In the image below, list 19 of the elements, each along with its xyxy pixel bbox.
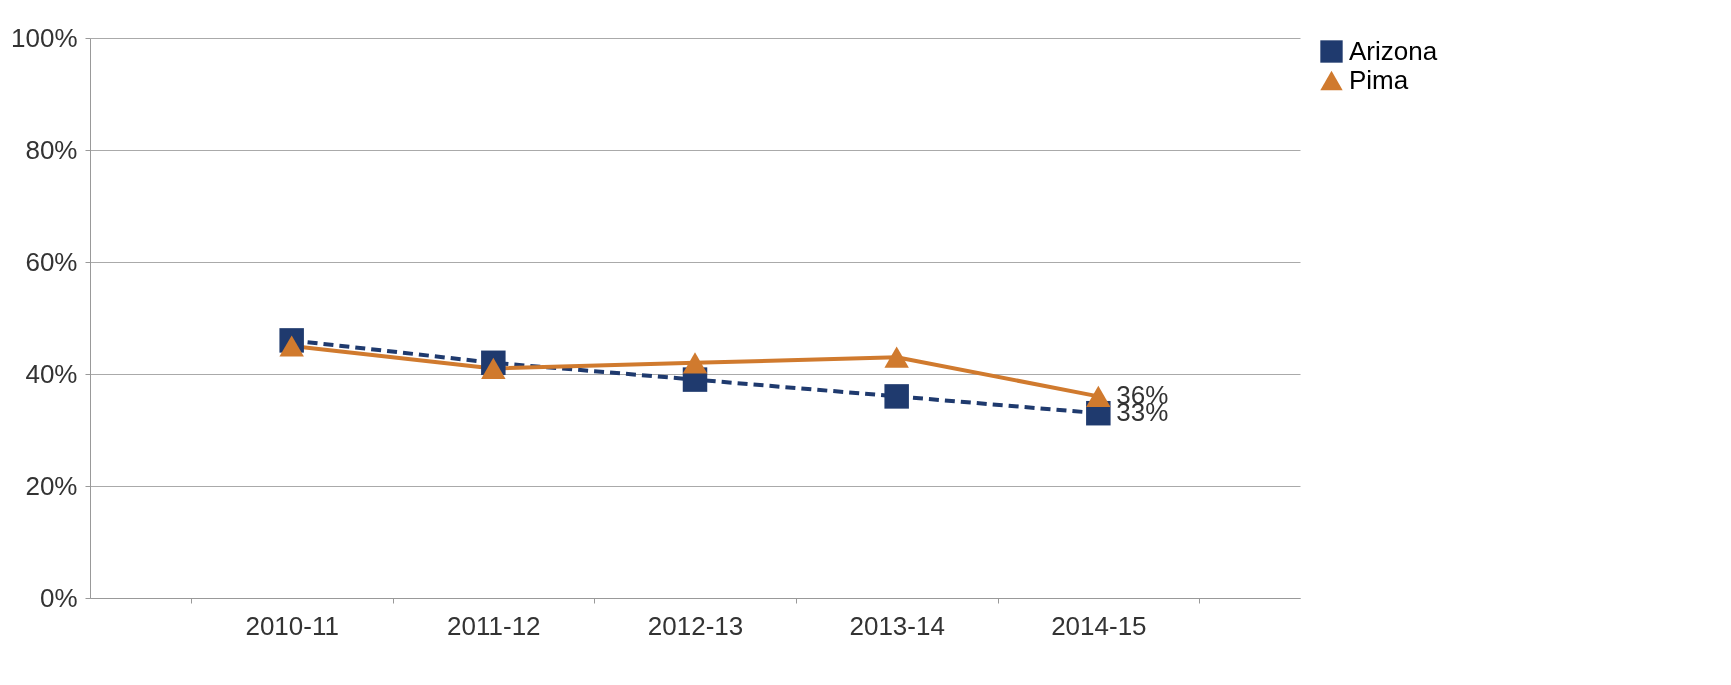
y-tick-label: 80% — [25, 134, 78, 165]
y-tick-label: 60% — [25, 246, 78, 277]
x-tick-label: 2010-11 — [245, 610, 339, 641]
y-tick-label: 100% — [11, 22, 78, 53]
legend-label: Arizona — [1349, 35, 1438, 66]
y-tick-label: 20% — [25, 470, 78, 501]
point — [481, 357, 506, 380]
x-tick-label: 2011-12 — [447, 610, 541, 641]
point — [884, 346, 909, 368]
point — [279, 335, 304, 357]
legend-label: Pima — [1349, 64, 1409, 95]
y-tick-label: 0% — [39, 582, 78, 613]
x-tick-label: 2012-13 — [647, 610, 744, 641]
y-tick-label: 40% — [25, 358, 78, 389]
point — [1086, 385, 1111, 408]
point — [682, 352, 708, 374]
x-tick-label: 2014-15 — [1051, 610, 1147, 641]
x-tick-label: 2013-14 — [849, 610, 945, 641]
point — [884, 384, 909, 409]
